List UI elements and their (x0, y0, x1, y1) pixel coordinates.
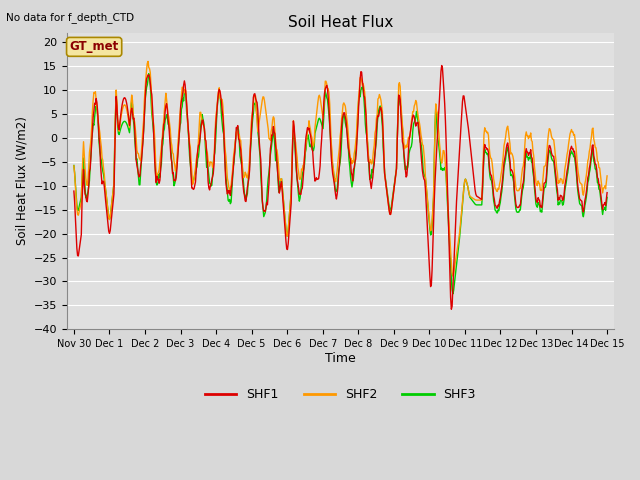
X-axis label: Time: Time (325, 352, 356, 365)
Text: No data for f_depth_CTD: No data for f_depth_CTD (6, 12, 134, 23)
Title: Soil Heat Flux: Soil Heat Flux (288, 15, 393, 30)
Y-axis label: Soil Heat Flux (W/m2): Soil Heat Flux (W/m2) (15, 117, 28, 245)
Text: GT_met: GT_met (70, 40, 119, 53)
Legend: SHF1, SHF2, SHF3: SHF1, SHF2, SHF3 (200, 383, 481, 406)
